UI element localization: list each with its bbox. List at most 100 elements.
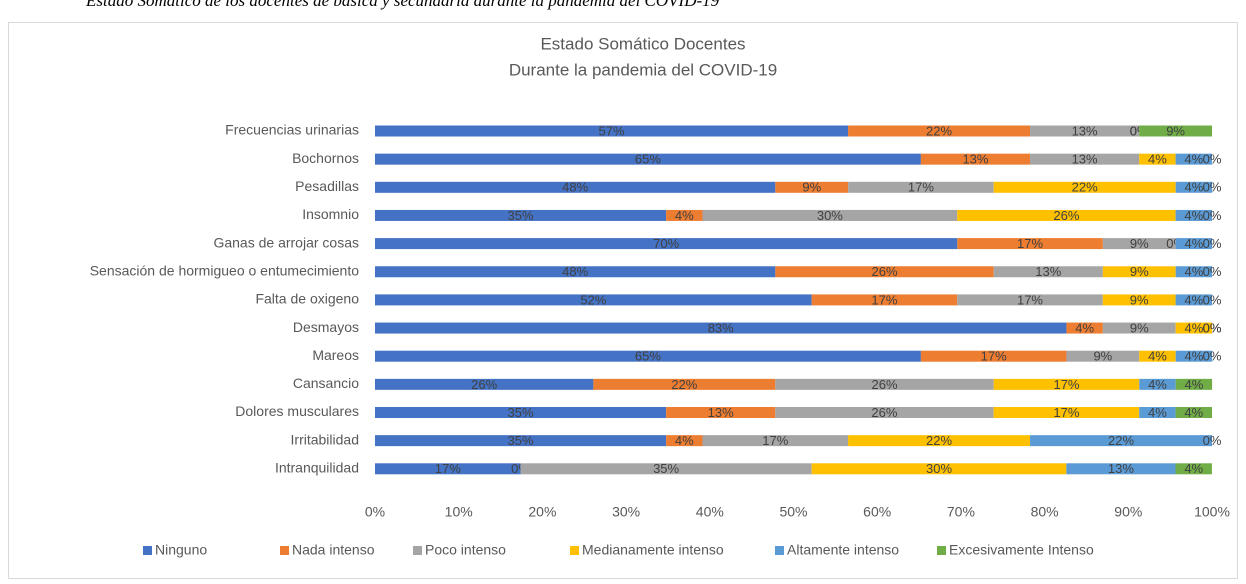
y-tick-label: Sensación de hormigueo o entumecimiento — [90, 262, 359, 278]
data-label: 9% — [1166, 123, 1185, 138]
data-label: 35% — [508, 433, 534, 448]
bar-segment — [1139, 350, 1176, 362]
bar-segment — [993, 266, 1103, 278]
data-label: 35% — [653, 461, 679, 476]
data-label: 22% — [1108, 433, 1134, 448]
data-label: 22% — [671, 377, 697, 392]
bar-segment — [811, 294, 958, 306]
data-label: 4% — [1184, 292, 1203, 307]
bar-segment — [1030, 153, 1140, 165]
bar-segment — [666, 435, 703, 447]
y-tick-label: Cansancio — [293, 375, 359, 391]
legend-swatch — [280, 546, 289, 555]
bar-segment — [1102, 266, 1176, 278]
bar-segment — [1030, 125, 1140, 137]
data-label: 26% — [872, 264, 898, 279]
y-tick-label: Bochornos — [292, 150, 359, 166]
data-label: 4% — [1075, 320, 1094, 335]
bar-segment — [848, 181, 994, 193]
y-tick-label: Desmayos — [293, 319, 359, 335]
bar-segment — [375, 407, 667, 418]
y-tick-label: Ganas de arrojar cosas — [213, 234, 359, 250]
legend-label: Poco intenso — [425, 542, 506, 558]
bar-segment — [1139, 378, 1176, 390]
data-label: 9% — [802, 180, 821, 195]
x-tick-label: 0% — [365, 504, 385, 520]
legend-swatch — [937, 546, 946, 555]
data-label: 9% — [1130, 292, 1149, 307]
bar-segment — [848, 125, 1031, 137]
x-tick-label: 10% — [445, 504, 473, 520]
bar-segment — [375, 153, 921, 165]
bar-segment — [775, 181, 849, 193]
data-label: 17% — [981, 349, 1007, 364]
legend-label: Altamente intenso — [787, 542, 899, 558]
bar-segment — [920, 350, 1067, 362]
bar-segment — [1066, 463, 1176, 475]
data-label: 4% — [1184, 349, 1203, 364]
bar-segment — [1175, 209, 1212, 221]
data-label: 0% — [1203, 349, 1222, 364]
data-label: 17% — [1017, 292, 1043, 307]
bar-segment — [1066, 322, 1103, 334]
bar-segment — [1102, 322, 1176, 334]
data-label: 9% — [1130, 264, 1149, 279]
data-label: 17% — [1053, 405, 1079, 420]
data-label: 65% — [635, 152, 661, 167]
data-label: 4% — [1184, 152, 1203, 167]
data-label: 48% — [562, 180, 588, 195]
bar-segment — [375, 463, 521, 475]
data-label: 0% — [1203, 264, 1222, 279]
bar-segment — [775, 266, 994, 278]
chart-title: Estado Somático Docentes — [540, 34, 745, 53]
x-tick-label: 50% — [779, 504, 807, 520]
y-tick-label: Pesadillas — [295, 178, 359, 194]
legend-swatch — [570, 546, 579, 555]
data-label: 22% — [926, 123, 952, 138]
bar-segment — [1175, 181, 1213, 193]
data-label: 30% — [817, 208, 843, 223]
y-tick-label: Mareos — [312, 347, 359, 363]
data-label: 17% — [908, 180, 934, 195]
data-label: 4% — [1148, 349, 1167, 364]
bar-segment — [375, 181, 776, 193]
data-label: 17% — [435, 461, 461, 476]
bar-segment — [1175, 238, 1213, 250]
data-label: 17% — [1017, 236, 1043, 251]
data-label: 9% — [1130, 236, 1149, 251]
bar-segment — [848, 435, 1031, 447]
data-label: 30% — [926, 461, 952, 476]
bar-segment — [375, 378, 594, 390]
x-tick-label: 40% — [696, 504, 724, 520]
data-label: 17% — [871, 292, 897, 307]
bar-segment — [1175, 463, 1212, 475]
data-label: 4% — [1184, 405, 1203, 420]
data-label: 22% — [926, 433, 952, 448]
x-tick-label: 20% — [528, 504, 556, 520]
bar-segment — [1175, 322, 1213, 334]
data-label: 35% — [508, 208, 534, 223]
data-label: 4% — [1148, 377, 1167, 392]
bar-segment — [375, 322, 1067, 334]
bar-segment — [702, 435, 849, 447]
data-label: 26% — [1053, 208, 1079, 223]
data-label: 48% — [562, 264, 588, 279]
data-label: 22% — [1072, 180, 1098, 195]
bar-segment — [775, 378, 994, 390]
data-label: 13% — [1108, 461, 1134, 476]
data-label: 0% — [1203, 180, 1222, 195]
data-label: 4% — [1148, 405, 1167, 420]
legend-label: Excesivamente Intenso — [949, 542, 1094, 558]
data-label: 13% — [1035, 264, 1061, 279]
data-label: 0% — [1203, 320, 1222, 335]
bar-segment — [1030, 435, 1212, 447]
bar-segment — [1139, 125, 1212, 137]
bar-segment — [920, 153, 1031, 165]
data-label: 4% — [1184, 180, 1203, 195]
data-label: 70% — [653, 236, 679, 251]
chart-border — [8, 22, 1238, 579]
bar-segment — [1175, 378, 1213, 390]
bar-segment — [1139, 153, 1176, 165]
legend-swatch — [143, 546, 152, 555]
